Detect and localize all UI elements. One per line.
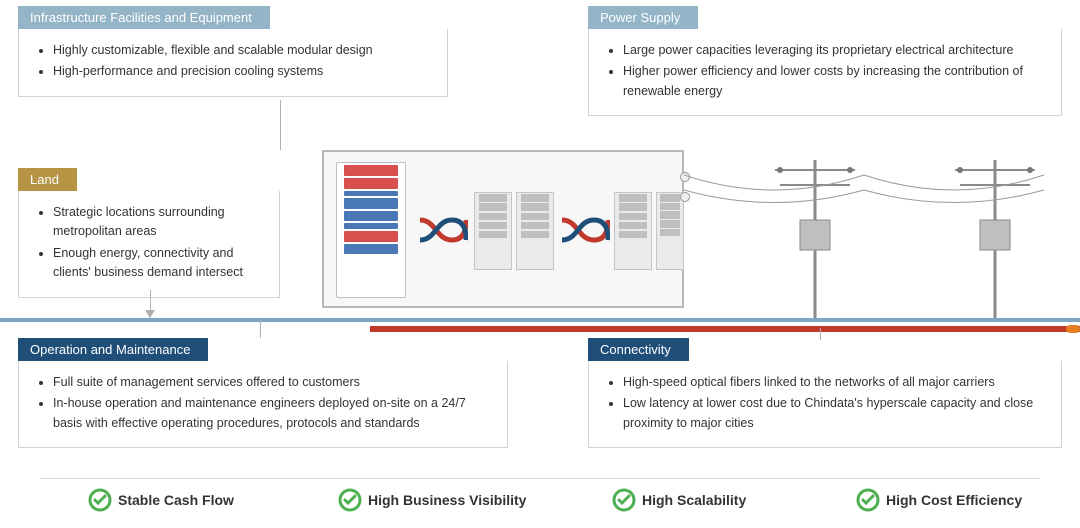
box-connectivity: Connectivity High-speed optical fibers l… — [588, 338, 1062, 448]
tag-power: Power Supply — [588, 6, 698, 29]
body-connectivity: High-speed optical fibers linked to the … — [588, 361, 1062, 448]
box-land: Land Strategic locations surrounding met… — [18, 168, 280, 298]
box-ops: Operation and Maintenance Full suite of … — [18, 338, 508, 448]
tag-ops-label: Operation and Maintenance — [30, 342, 190, 357]
tag-land-label: Land — [30, 172, 59, 187]
power-wire-icon — [684, 160, 1080, 220]
box-power: Power Supply Large power capacities leve… — [588, 6, 1062, 116]
tag-connectivity: Connectivity — [588, 338, 689, 361]
cable-twist-icon — [418, 210, 468, 250]
tag-infrastructure-label: Infrastructure Facilities and Equipment — [30, 10, 252, 25]
infra-item: High-performance and precision cooling s… — [53, 62, 431, 81]
check-circle-icon — [856, 488, 880, 512]
footer-check-label: High Business Visibility — [368, 492, 526, 508]
footer-divider — [40, 478, 1040, 479]
tag-connectivity-label: Connectivity — [600, 342, 671, 357]
footer-check-label: High Scalability — [642, 492, 746, 508]
footer-check-4: High Cost Efficiency — [856, 488, 1022, 512]
check-circle-icon — [88, 488, 112, 512]
box-infrastructure: Infrastructure Facilities and Equipment … — [18, 6, 448, 97]
footer-check-3: High Scalability — [612, 488, 746, 512]
land-item: Strategic locations surrounding metropol… — [53, 203, 263, 242]
footer-check-2: High Business Visibility — [338, 488, 526, 512]
tag-ops: Operation and Maintenance — [18, 338, 208, 361]
server-rack-icon — [656, 192, 684, 270]
power-item: Higher power efficiency and lower costs … — [623, 62, 1045, 101]
body-power: Large power capacities leveraging its pr… — [588, 29, 1062, 116]
connector-infra — [280, 100, 281, 150]
tag-land: Land — [18, 168, 77, 191]
server-rack-icon — [336, 162, 406, 298]
body-ops: Full suite of management services offere… — [18, 361, 508, 448]
cable-twist-icon — [560, 210, 610, 250]
server-rack-icon — [474, 192, 512, 270]
connector-ops — [260, 320, 261, 338]
footer-check-label: Stable Cash Flow — [118, 492, 234, 508]
datacenter-frame — [322, 150, 684, 308]
divider-orange-tip — [1066, 325, 1080, 333]
footer-check-1: Stable Cash Flow — [88, 488, 234, 512]
conn-item: High-speed optical fibers linked to the … — [623, 373, 1045, 392]
tag-infrastructure: Infrastructure Facilities and Equipment — [18, 6, 270, 29]
server-rack-icon — [516, 192, 554, 270]
ops-item: In-house operation and maintenance engin… — [53, 394, 491, 433]
conn-item: Low latency at lower cost due to Chindat… — [623, 394, 1045, 433]
divider-blue — [0, 318, 1080, 322]
infra-item: Highly customizable, flexible and scalab… — [53, 41, 431, 60]
ops-item: Full suite of management services offere… — [53, 373, 491, 392]
check-circle-icon — [338, 488, 362, 512]
divider-red — [370, 326, 1080, 332]
tag-power-label: Power Supply — [600, 10, 680, 25]
body-land: Strategic locations surrounding metropol… — [18, 191, 280, 298]
check-circle-icon — [612, 488, 636, 512]
footer-check-label: High Cost Efficiency — [886, 492, 1022, 508]
server-rack-icon — [614, 192, 652, 270]
power-item: Large power capacities leveraging its pr… — [623, 41, 1045, 60]
connector-land-arrow — [145, 310, 155, 318]
body-infrastructure: Highly customizable, flexible and scalab… — [18, 29, 448, 97]
land-item: Enough energy, connectivity and clients'… — [53, 244, 263, 283]
